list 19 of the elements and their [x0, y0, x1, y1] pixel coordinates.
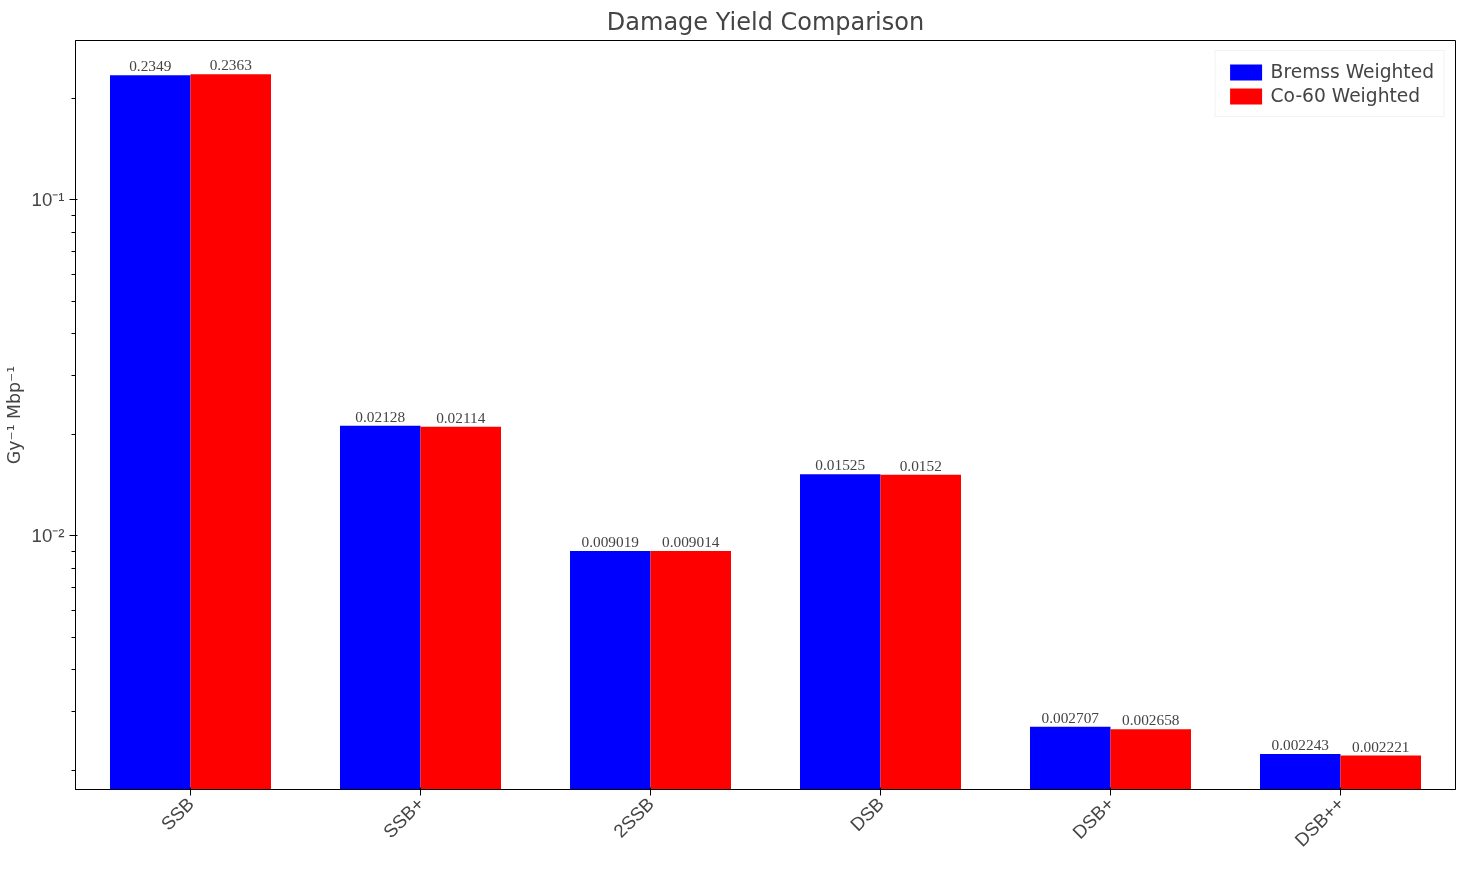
data-label: 0.02114 — [436, 408, 486, 426]
data-label: 0.009014 — [662, 533, 720, 551]
legend-label: Co-60 Weighted — [1270, 85, 1421, 106]
data-label: 0.002243 — [1271, 736, 1330, 754]
data-label: 0.02128 — [355, 407, 406, 425]
y-tick-label: 10⁻¹ — [31, 189, 65, 211]
data-label: 0.002221 — [1352, 737, 1410, 755]
x-tick-label: SSB — [156, 793, 198, 835]
data-label: 0.002707 — [1041, 708, 1100, 726]
data-label: 0.009019 — [581, 533, 640, 551]
y-tick-label: 10⁻² — [31, 525, 65, 547]
data-label: 0.002658 — [1122, 711, 1180, 729]
data-label: 0.2363 — [209, 56, 253, 74]
data-label: 0.0152 — [899, 456, 942, 474]
y-axis-title: Gy⁻¹ Mbp⁻¹ — [3, 365, 24, 465]
legend-label: Bremss Weighted — [1270, 61, 1434, 82]
data-label: 0.2349 — [129, 57, 172, 75]
chart-title: Damage Yield Comparison — [606, 7, 925, 36]
data-label: 0.01525 — [815, 456, 866, 474]
